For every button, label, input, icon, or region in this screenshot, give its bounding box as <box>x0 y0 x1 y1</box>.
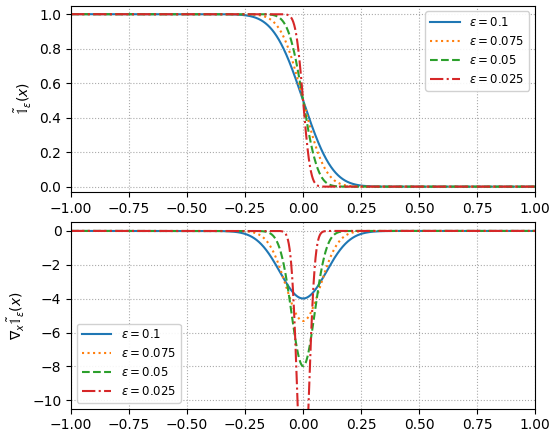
$\varepsilon = 0.075$ <box>523 228 529 233</box>
$\varepsilon = 0.05$ <box>523 228 529 233</box>
$\varepsilon = 0.075$ <box>532 184 538 189</box>
$\varepsilon = 0.1$ <box>266 24 272 29</box>
$\varepsilon = 0.025$ <box>266 11 272 17</box>
$\varepsilon = 0.1$ <box>121 228 127 233</box>
$\varepsilon = 0.025$ <box>473 184 479 189</box>
$\varepsilon = 0.1$ <box>148 228 155 233</box>
$\varepsilon = 0.05$ <box>532 228 538 233</box>
Line: $\varepsilon = 0.025$: $\varepsilon = 0.025$ <box>71 231 535 438</box>
$\varepsilon = 0.1$ <box>68 228 75 233</box>
$\varepsilon = 0.05$ <box>68 11 75 17</box>
Line: $\varepsilon = 0.075$: $\varepsilon = 0.075$ <box>71 231 535 321</box>
$\varepsilon = 0.1$ <box>246 13 252 18</box>
$\varepsilon = 0.075$ <box>68 11 75 17</box>
Legend: $\varepsilon = 0.1$, $\varepsilon = 0.075$, $\varepsilon = 0.05$, $\varepsilon =: $\varepsilon = 0.1$, $\varepsilon = 0.07… <box>425 11 529 91</box>
Legend: $\varepsilon = 0.1$, $\varepsilon = 0.075$, $\varepsilon = 0.05$, $\varepsilon =: $\varepsilon = 0.1$, $\varepsilon = 0.07… <box>77 324 181 403</box>
Line: $\varepsilon = 0.1$: $\varepsilon = 0.1$ <box>71 231 535 298</box>
Line: $\varepsilon = 0.075$: $\varepsilon = 0.075$ <box>71 14 535 187</box>
$\varepsilon = 0.025$ <box>121 11 127 17</box>
$\varepsilon = 0.025$ <box>148 11 155 17</box>
$\varepsilon = 0.075$ <box>532 228 538 233</box>
$\varepsilon = 0.1$ <box>473 184 479 189</box>
$\varepsilon = 0.1$ <box>266 251 272 257</box>
$\varepsilon = 0.05$ <box>523 184 529 189</box>
Line: $\varepsilon = 0.1$: $\varepsilon = 0.1$ <box>71 14 535 187</box>
$\varepsilon = 0.05$ <box>121 11 127 17</box>
$\varepsilon = 0.1$ <box>300 296 306 301</box>
$\varepsilon = 0.075$ <box>121 11 127 17</box>
$\varepsilon = 0.1$ <box>523 184 529 189</box>
$\varepsilon = 0.075$ <box>246 12 252 17</box>
$\varepsilon = 0.05$ <box>300 364 306 369</box>
$\varepsilon = 0.025$ <box>532 228 538 233</box>
$\varepsilon = 0.05$ <box>68 228 75 233</box>
$\varepsilon = 0.05$ <box>532 184 538 189</box>
$\varepsilon = 0.05$ <box>246 11 252 17</box>
$\varepsilon = 0.075$ <box>121 228 127 233</box>
$\varepsilon = 0.025$ <box>246 228 252 233</box>
$\varepsilon = 0.05$ <box>148 11 155 17</box>
Y-axis label: $\nabla_x \tilde{\mathbb{1}}_{\varepsilon}(x)$: $\nabla_x \tilde{\mathbb{1}}_{\varepsilo… <box>6 291 27 340</box>
$\varepsilon = 0.05$ <box>266 230 272 236</box>
$\varepsilon = 0.025$ <box>68 228 75 233</box>
$\varepsilon = 0.075$ <box>266 16 272 21</box>
Line: $\varepsilon = 0.025$: $\varepsilon = 0.025$ <box>71 14 535 187</box>
$\varepsilon = 0.1$ <box>246 233 252 238</box>
$\varepsilon = 0.075$ <box>246 229 252 234</box>
Y-axis label: $\tilde{\mathbb{1}}_{\varepsilon}(x)$: $\tilde{\mathbb{1}}_{\varepsilon}(x)$ <box>13 82 34 115</box>
$\varepsilon = 0.05$ <box>246 228 252 233</box>
$\varepsilon = 0.05$ <box>148 228 155 233</box>
$\varepsilon = 0.1$ <box>532 184 538 189</box>
$\varepsilon = 0.025$ <box>523 228 529 233</box>
$\varepsilon = 0.025$ <box>121 228 127 233</box>
Line: $\varepsilon = 0.05$: $\varepsilon = 0.05$ <box>71 231 535 366</box>
$\varepsilon = 0.075$ <box>266 242 272 247</box>
$\varepsilon = 0.1$ <box>68 11 75 17</box>
$\varepsilon = 0.025$ <box>266 228 272 233</box>
$\varepsilon = 0.075$ <box>148 11 155 17</box>
$\varepsilon = 0.1$ <box>523 228 529 233</box>
$\varepsilon = 0.075$ <box>148 228 155 233</box>
$\varepsilon = 0.025$ <box>523 184 529 189</box>
$\varepsilon = 0.075$ <box>68 228 75 233</box>
$\varepsilon = 0.075$ <box>300 318 306 324</box>
$\varepsilon = 0.025$ <box>518 184 525 189</box>
$\varepsilon = 0.025$ <box>148 228 155 233</box>
$\varepsilon = 0.1$ <box>121 11 127 17</box>
$\varepsilon = 0.1$ <box>148 11 155 17</box>
Line: $\varepsilon = 0.05$: $\varepsilon = 0.05$ <box>71 14 535 187</box>
$\varepsilon = 0.1$ <box>532 228 538 233</box>
$\varepsilon = 0.075$ <box>523 184 529 189</box>
$\varepsilon = 0.05$ <box>121 228 127 233</box>
$\varepsilon = 0.05$ <box>266 12 272 17</box>
$\varepsilon = 0.05$ <box>473 228 479 233</box>
$\varepsilon = 0.025$ <box>532 184 538 189</box>
$\varepsilon = 0.025$ <box>246 11 252 17</box>
$\varepsilon = 0.025$ <box>473 228 479 233</box>
$\varepsilon = 0.05$ <box>473 184 479 189</box>
$\varepsilon = 0.075$ <box>473 184 479 189</box>
$\varepsilon = 0.025$ <box>68 11 75 17</box>
$\varepsilon = 0.075$ <box>473 228 479 233</box>
$\varepsilon = 0.1$ <box>473 228 479 233</box>
